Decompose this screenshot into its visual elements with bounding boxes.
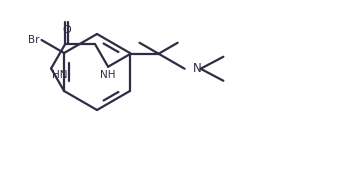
Text: NH: NH xyxy=(100,70,116,80)
Text: HN: HN xyxy=(52,70,68,80)
Text: N: N xyxy=(192,62,201,75)
Text: Br: Br xyxy=(28,35,39,45)
Text: O: O xyxy=(63,25,71,35)
